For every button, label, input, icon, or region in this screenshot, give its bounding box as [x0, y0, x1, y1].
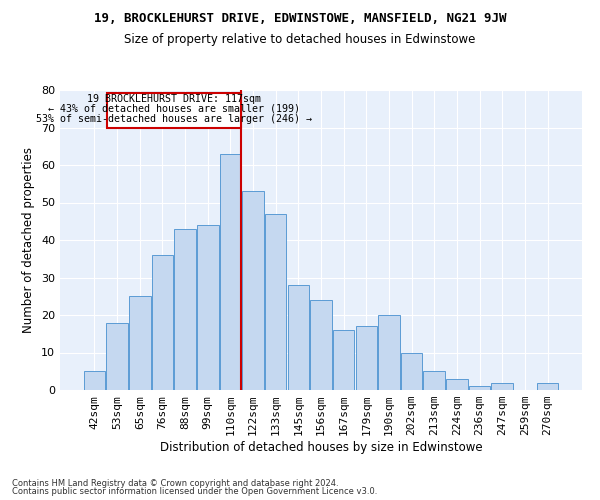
Bar [84, 371, 105, 390]
Bar [537, 382, 558, 390]
Text: 19, BROCKLEHURST DRIVE, EDWINSTOWE, MANSFIELD, NG21 9JW: 19, BROCKLEHURST DRIVE, EDWINSTOWE, MANS… [94, 12, 506, 26]
Bar [106, 322, 128, 390]
Bar [287, 285, 309, 390]
Bar [152, 255, 173, 390]
Bar [401, 352, 422, 390]
Bar [491, 382, 513, 390]
Text: 19 BROCKLEHURST DRIVE: 117sqm: 19 BROCKLEHURST DRIVE: 117sqm [87, 94, 261, 104]
Bar [469, 386, 490, 390]
Bar [446, 379, 467, 390]
Bar [310, 300, 332, 390]
Bar [378, 315, 400, 390]
Bar [129, 296, 151, 390]
Bar [265, 214, 286, 390]
Bar [242, 191, 264, 390]
Bar [333, 330, 355, 390]
Text: ← 43% of detached houses are smaller (199): ← 43% of detached houses are smaller (19… [48, 104, 300, 114]
Text: Size of property relative to detached houses in Edwinstowe: Size of property relative to detached ho… [124, 32, 476, 46]
Bar [197, 225, 218, 390]
Text: Contains public sector information licensed under the Open Government Licence v3: Contains public sector information licen… [12, 488, 377, 496]
Bar [220, 154, 241, 390]
Bar [356, 326, 377, 390]
Bar [175, 229, 196, 390]
Y-axis label: Number of detached properties: Number of detached properties [22, 147, 35, 333]
Bar [424, 371, 445, 390]
Text: Contains HM Land Registry data © Crown copyright and database right 2024.: Contains HM Land Registry data © Crown c… [12, 478, 338, 488]
X-axis label: Distribution of detached houses by size in Edwinstowe: Distribution of detached houses by size … [160, 441, 482, 454]
Text: 53% of semi-detached houses are larger (246) →: 53% of semi-detached houses are larger (… [36, 114, 312, 124]
FancyBboxPatch shape [107, 93, 241, 128]
